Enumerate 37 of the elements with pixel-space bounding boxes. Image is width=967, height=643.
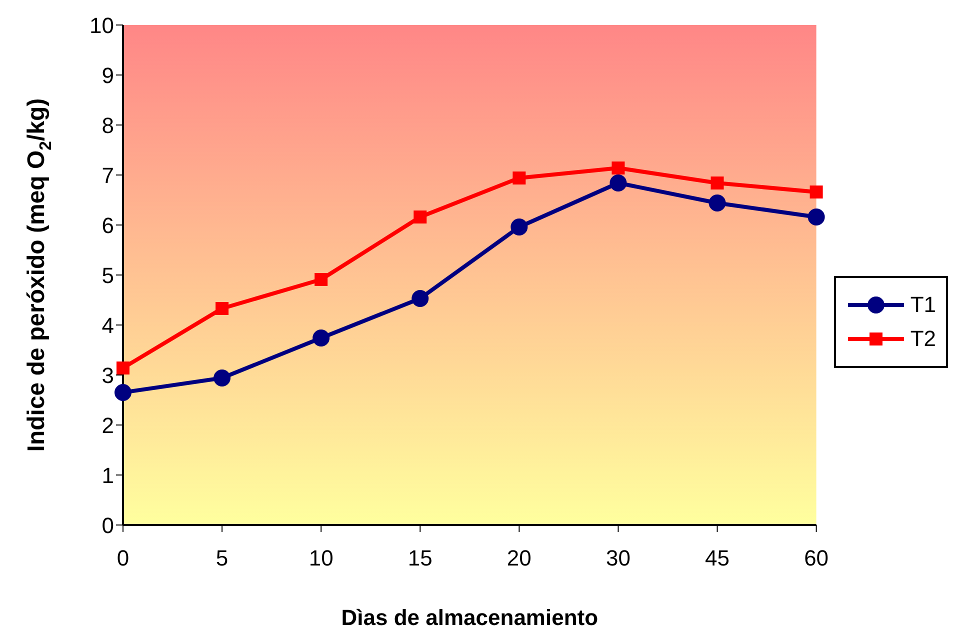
point [314,273,328,286]
point [214,370,231,386]
y-tick-label: 10 [90,12,114,38]
point [808,208,825,226]
point [116,362,130,374]
point [810,186,823,198]
x-tick-label: 30 [606,546,630,571]
point [312,330,330,346]
x-tick-label: 5 [216,546,228,571]
y-tick-label: 7 [102,162,114,188]
x-tick-label: 20 [506,546,532,571]
y-tick-label: 6 [102,212,114,238]
point [610,174,627,192]
y-tick-label: 3 [102,362,114,388]
point [612,162,625,174]
legend-label: T2 [910,326,936,352]
point [708,194,726,212]
x-tick-label: 60 [804,546,829,571]
point [414,210,427,224]
point [510,218,528,236]
y-tick-label: 1 [102,462,114,488]
x-tick-label: 15 [408,546,432,571]
x-tick-label: 45 [705,546,730,571]
legend-label: T1 [910,292,936,318]
y-tick-label: 0 [102,512,114,538]
y-tick-label: 4 [102,312,114,338]
point [114,384,132,401]
point [412,290,429,307]
point [710,176,724,190]
y-tick-label: 2 [102,412,114,438]
y-tick-label: 5 [102,262,114,288]
x-axis-title: Dìas de almacenamiento [341,605,598,630]
x-tick-label: 10 [308,546,334,571]
point [512,172,526,184]
y-tick-label: 8 [102,112,114,138]
y-tick-label: 9 [102,62,114,88]
point [216,302,229,315]
